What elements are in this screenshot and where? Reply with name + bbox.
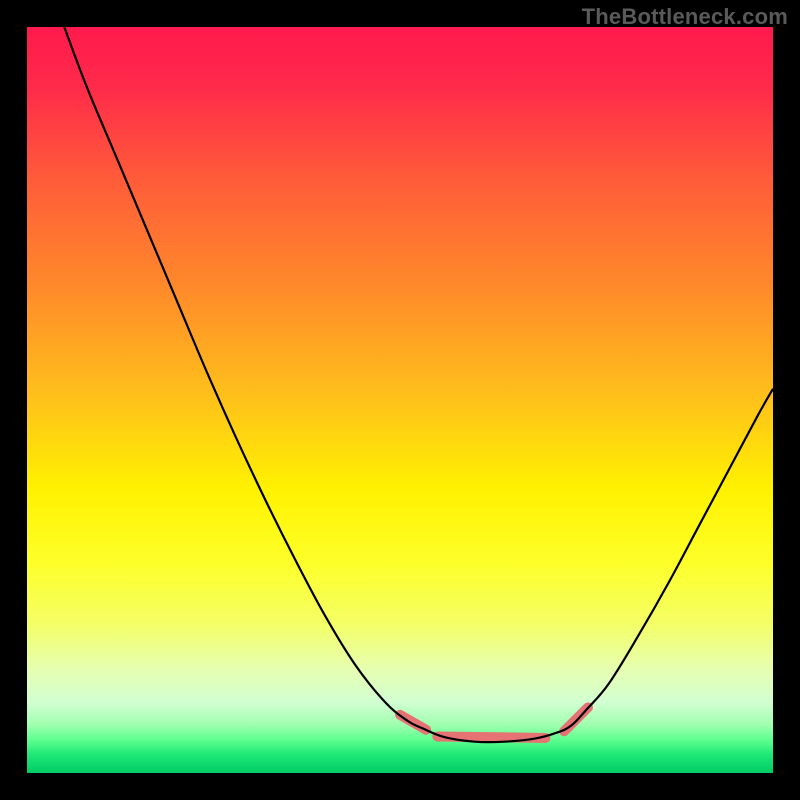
- watermark-text: TheBottleneck.com: [582, 4, 788, 30]
- highlight-segments: [400, 707, 588, 738]
- plot-area: [27, 27, 773, 773]
- chart-frame: TheBottleneck.com: [0, 0, 800, 800]
- highlight-segment: [437, 736, 545, 737]
- bottleneck-curve: [64, 27, 773, 742]
- chart-svg: [27, 27, 773, 773]
